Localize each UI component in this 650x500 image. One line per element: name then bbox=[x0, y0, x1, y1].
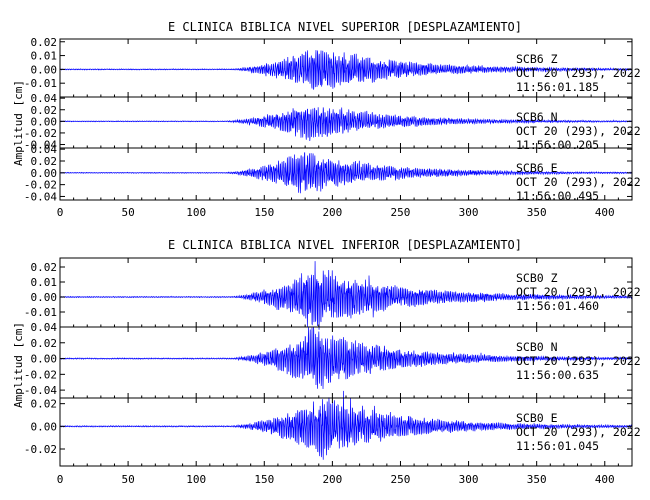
y-tick-label: 0.00 bbox=[31, 420, 58, 433]
waveform-trace bbox=[59, 50, 633, 90]
x-tick-label: 200 bbox=[322, 473, 342, 486]
y-tick-label: -0.04 bbox=[24, 384, 57, 397]
x-tick-label: 250 bbox=[391, 473, 411, 486]
y-tick-label: 0.02 bbox=[31, 337, 58, 350]
record-time: 11:56:01.460 bbox=[516, 299, 599, 313]
x-tick-label: 400 bbox=[595, 473, 615, 486]
y-tick-label: 0.00 bbox=[31, 291, 58, 304]
y-tick-label: -0.04 bbox=[24, 139, 57, 152]
record-time: 11:56:01.045 bbox=[516, 439, 599, 453]
waveform-trace bbox=[59, 326, 633, 389]
record-time: 11:56:00.205 bbox=[516, 138, 599, 152]
station-label: SCB0 E bbox=[516, 411, 558, 425]
lower-y-axis-label: Amplitud [cm] bbox=[12, 322, 25, 408]
x-tick-label: 0 bbox=[57, 206, 64, 219]
record-time: 11:56:00.635 bbox=[516, 368, 599, 382]
record-time: 11:56:00.495 bbox=[516, 189, 599, 203]
lower-chart-title: E CLINICA BIBLICA NIVEL INFERIOR [DESPLA… bbox=[168, 238, 522, 252]
waveform-trace bbox=[59, 107, 633, 142]
station-label: SCB6 N bbox=[516, 110, 558, 124]
station-label: SCB6 Z bbox=[516, 52, 558, 66]
lower-level-chart: E CLINICA BIBLICA NIVEL INFERIOR [DESPLA… bbox=[12, 238, 641, 486]
x-tick-label: 200 bbox=[322, 206, 342, 219]
x-tick-label: 300 bbox=[459, 206, 479, 219]
upper-chart-title: E CLINICA BIBLICA NIVEL SUPERIOR [DESPLA… bbox=[168, 20, 522, 34]
y-tick-label: 0.04 bbox=[31, 143, 58, 156]
y-tick-label: 0.01 bbox=[31, 50, 58, 63]
record-date: OCT 20 (293), 2022 bbox=[516, 175, 641, 189]
y-tick-label: 0.02 bbox=[31, 155, 58, 168]
waveform-trace bbox=[59, 261, 633, 330]
y-tick-label: 0.00 bbox=[31, 115, 58, 128]
y-tick-label: -0.02 bbox=[24, 179, 57, 192]
station-label: SCB6 E bbox=[516, 161, 558, 175]
record-time: 11:56:01.185 bbox=[516, 80, 599, 94]
y-tick-label: 0.00 bbox=[31, 167, 58, 180]
y-tick-label: -0.02 bbox=[24, 127, 57, 140]
x-tick-label: 400 bbox=[595, 206, 615, 219]
x-tick-label: 300 bbox=[459, 473, 479, 486]
record-date: OCT 20 (293), 2022 bbox=[516, 425, 641, 439]
y-tick-label: -0.04 bbox=[24, 190, 57, 203]
y-tick-label: 0.04 bbox=[31, 321, 58, 334]
y-tick-label: 0.00 bbox=[31, 63, 58, 76]
station-label: SCB0 N bbox=[516, 340, 558, 354]
record-date: OCT 20 (293), 2022 bbox=[516, 66, 641, 80]
y-tick-label: -0.02 bbox=[24, 443, 57, 456]
x-tick-label: 250 bbox=[391, 206, 411, 219]
upper-level-chart: E CLINICA BIBLICA NIVEL SUPERIOR [DESPLA… bbox=[12, 20, 641, 219]
x-tick-label: 100 bbox=[186, 206, 206, 219]
y-tick-label: -0.02 bbox=[24, 368, 57, 381]
waveform-trace bbox=[59, 152, 633, 194]
y-tick-label: 0.02 bbox=[31, 104, 58, 117]
record-date: OCT 20 (293), 2022 bbox=[516, 285, 641, 299]
y-tick-label: 0.02 bbox=[31, 398, 58, 411]
station-label: SCB0 Z bbox=[516, 271, 558, 285]
waveform-trace bbox=[59, 390, 633, 460]
x-tick-label: 150 bbox=[254, 206, 274, 219]
record-date: OCT 20 (293), 2022 bbox=[516, 354, 641, 368]
y-tick-label: 0.02 bbox=[31, 261, 58, 274]
x-tick-label: 150 bbox=[254, 473, 274, 486]
y-tick-label: 0.01 bbox=[31, 276, 58, 289]
x-tick-label: 50 bbox=[121, 206, 134, 219]
x-tick-label: 0 bbox=[57, 473, 64, 486]
x-tick-label: 100 bbox=[186, 473, 206, 486]
upper-y-axis-label: Amplitud [cm] bbox=[12, 80, 25, 166]
record-date: OCT 20 (293), 2022 bbox=[516, 124, 641, 138]
y-tick-label: 0.04 bbox=[31, 92, 58, 105]
y-tick-label: -0.01 bbox=[24, 77, 57, 90]
x-tick-label: 350 bbox=[527, 473, 547, 486]
y-tick-label: -0.01 bbox=[24, 306, 57, 319]
x-tick-label: 350 bbox=[527, 206, 547, 219]
y-tick-label: 0.00 bbox=[31, 353, 58, 366]
x-tick-label: 50 bbox=[121, 473, 134, 486]
y-tick-label: 0.02 bbox=[31, 36, 58, 49]
